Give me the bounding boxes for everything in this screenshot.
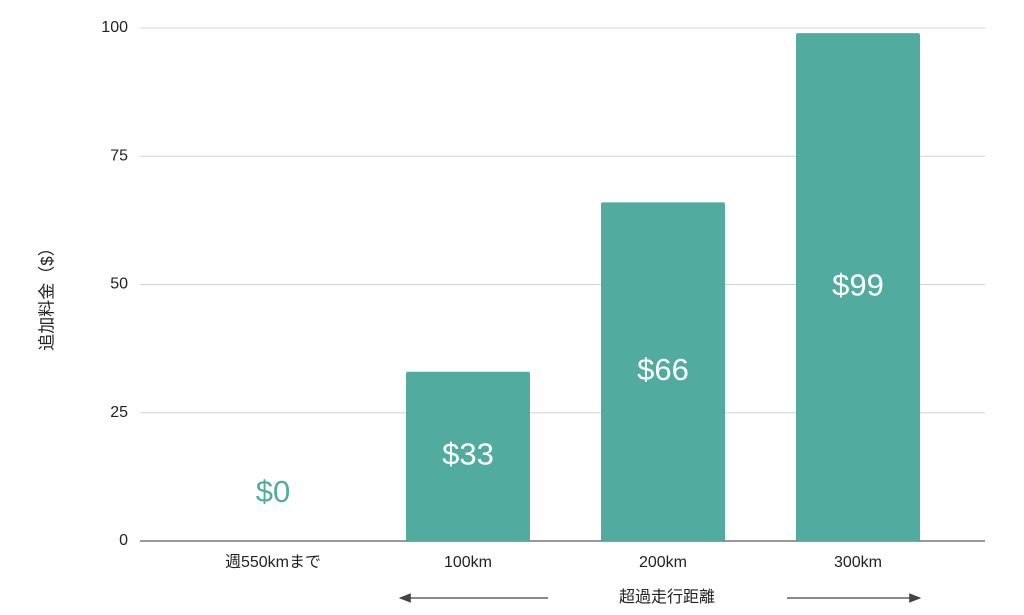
x-annotation: 超過走行距離 xyxy=(619,588,715,606)
value-label: $66 xyxy=(637,352,689,387)
bar xyxy=(406,371,530,541)
bar xyxy=(601,202,725,542)
x-tick-label: 週550kmまで xyxy=(225,553,321,571)
y-axis-label: 追加料金（$） xyxy=(37,239,56,350)
value-label: $33 xyxy=(442,437,494,472)
y-tick-label: 50 xyxy=(110,276,128,293)
y-tick-label: 75 xyxy=(110,147,128,164)
y-tick-label: 25 xyxy=(110,404,128,421)
value-label: $99 xyxy=(832,267,884,302)
y-tick-label: 100 xyxy=(101,19,128,36)
value-label: $0 xyxy=(256,474,290,509)
x-tick-label: 200km xyxy=(639,554,687,571)
y-tick-label: 0 xyxy=(119,532,128,549)
x-tick-label: 300km xyxy=(834,554,882,571)
bar xyxy=(796,33,920,541)
x-tick-label: 100km xyxy=(444,554,492,571)
